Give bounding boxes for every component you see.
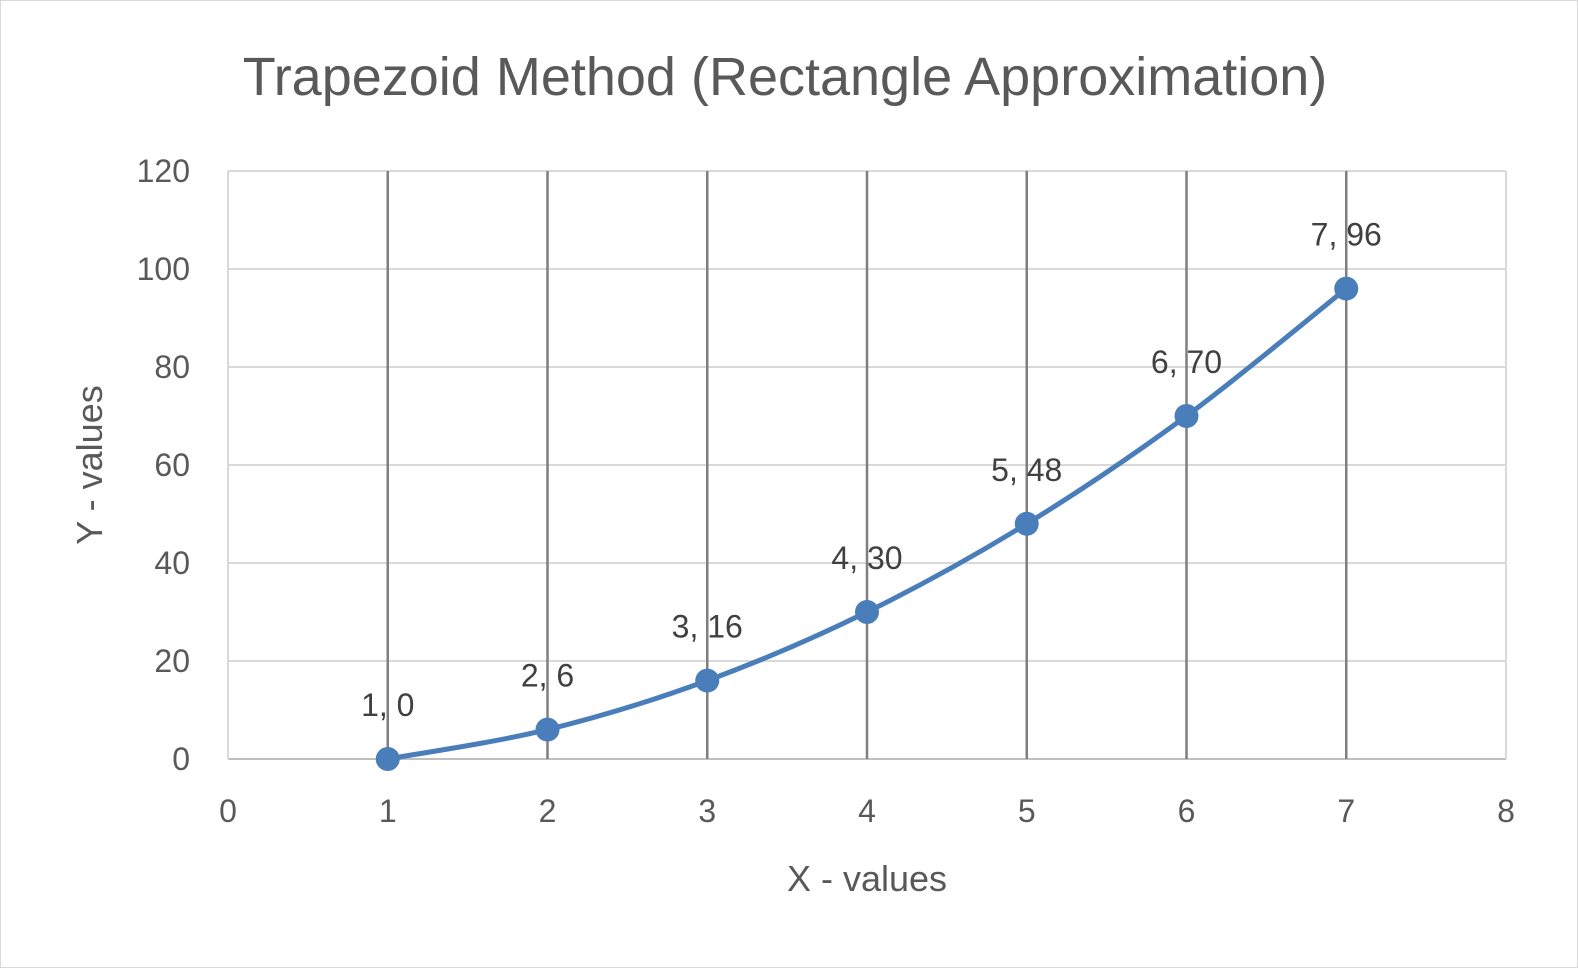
data-labels: 1, 0 2, 6 3, 16 4, 30 5, 48 6, 70 7, 96	[361, 217, 1382, 723]
x-tick-label: 0	[219, 793, 237, 829]
data-markers	[375, 276, 1359, 771]
data-label: 5, 48	[991, 452, 1062, 488]
data-label: 2, 6	[521, 658, 574, 694]
vertical-gridlines	[227, 171, 1507, 759]
y-tick-label: 60	[154, 447, 190, 483]
y-tick-label: 80	[154, 349, 190, 385]
data-label: 4, 30	[831, 540, 902, 576]
data-point	[695, 668, 720, 693]
data-point	[375, 747, 400, 771]
data-point	[1174, 404, 1199, 428]
x-tick-label: 5	[1018, 793, 1036, 829]
x-tick-label: 7	[1337, 793, 1355, 829]
x-tick-label: 4	[858, 793, 876, 829]
y-axis-tick-labels: 0 20 40 60 80 100 120	[137, 153, 190, 777]
y-axis-title: Y - values	[69, 385, 110, 544]
y-tick-label: 100	[137, 251, 190, 287]
y-tick-label: 0	[172, 741, 190, 777]
data-point	[535, 717, 560, 742]
data-label: 1, 0	[361, 687, 414, 723]
x-axis-title: X - values	[787, 858, 947, 899]
x-tick-label: 3	[698, 793, 716, 829]
data-point	[1014, 511, 1039, 536]
y-tick-label: 20	[154, 643, 190, 679]
data-label: 3, 16	[672, 609, 743, 645]
x-tick-label: 6	[1178, 793, 1196, 829]
data-point	[855, 600, 879, 624]
chart-title: Trapezoid Method (Rectangle Approximatio…	[243, 47, 1328, 107]
data-label: 7, 96	[1311, 217, 1382, 253]
x-tick-label: 8	[1497, 793, 1515, 829]
data-label: 6, 70	[1151, 344, 1222, 380]
x-axis-tick-labels: 0 1 2 3 4 5 6 7 8	[219, 793, 1515, 829]
x-tick-label: 1	[379, 793, 397, 829]
y-tick-label: 40	[154, 545, 190, 581]
data-point	[1334, 276, 1359, 301]
x-tick-label: 2	[539, 793, 557, 829]
y-tick-label: 120	[137, 153, 190, 189]
